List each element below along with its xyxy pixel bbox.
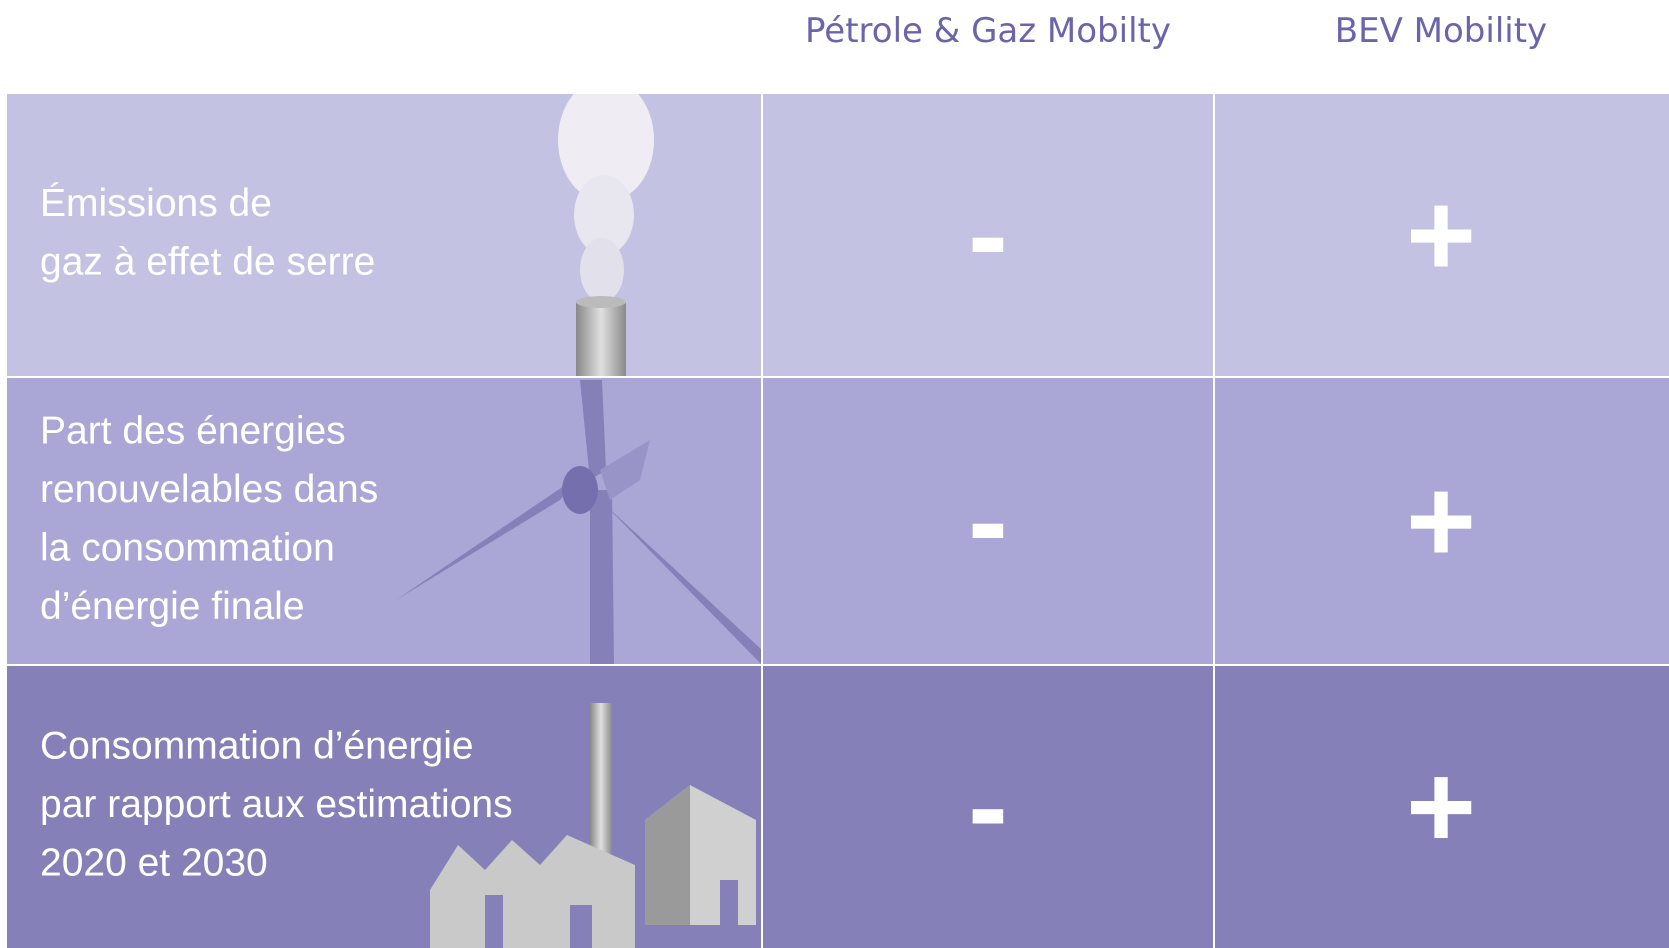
row-bg — [7, 665, 1669, 948]
illustrations — [396, 93, 762, 948]
row-backgrounds — [7, 93, 1669, 948]
row-label: renouvelables dans — [40, 468, 378, 511]
factory-icon — [430, 703, 756, 948]
cell-symbol: + — [1406, 740, 1476, 874]
row-bg — [7, 377, 1669, 665]
row-bg — [7, 93, 1669, 377]
cell-symbol: - — [968, 168, 1008, 302]
row-label: 2020 et 2030 — [40, 841, 268, 884]
smokestack-icon — [558, 93, 654, 377]
column-header: BEV Mobility — [1335, 11, 1547, 51]
row-label: d’énergie finale — [40, 585, 305, 628]
cell-symbol: - — [968, 740, 1008, 874]
cell-symbol: + — [1406, 168, 1476, 302]
row-label: la consommation — [40, 527, 335, 570]
wind-turbine-icon — [396, 380, 762, 665]
row-label: Émissions de — [40, 182, 272, 225]
cell-symbol: - — [968, 454, 1008, 588]
row-label: par rapport aux estimations — [40, 783, 513, 826]
row-label: gaz à effet de serre — [40, 241, 375, 284]
column-header: Pétrole & Gaz Mobilty — [805, 11, 1171, 51]
cell-symbol: + — [1406, 454, 1476, 588]
grid-lines — [7, 92, 1669, 948]
row-label: Consommation d’énergie — [40, 724, 474, 767]
row-label: Part des énergies — [40, 410, 346, 453]
